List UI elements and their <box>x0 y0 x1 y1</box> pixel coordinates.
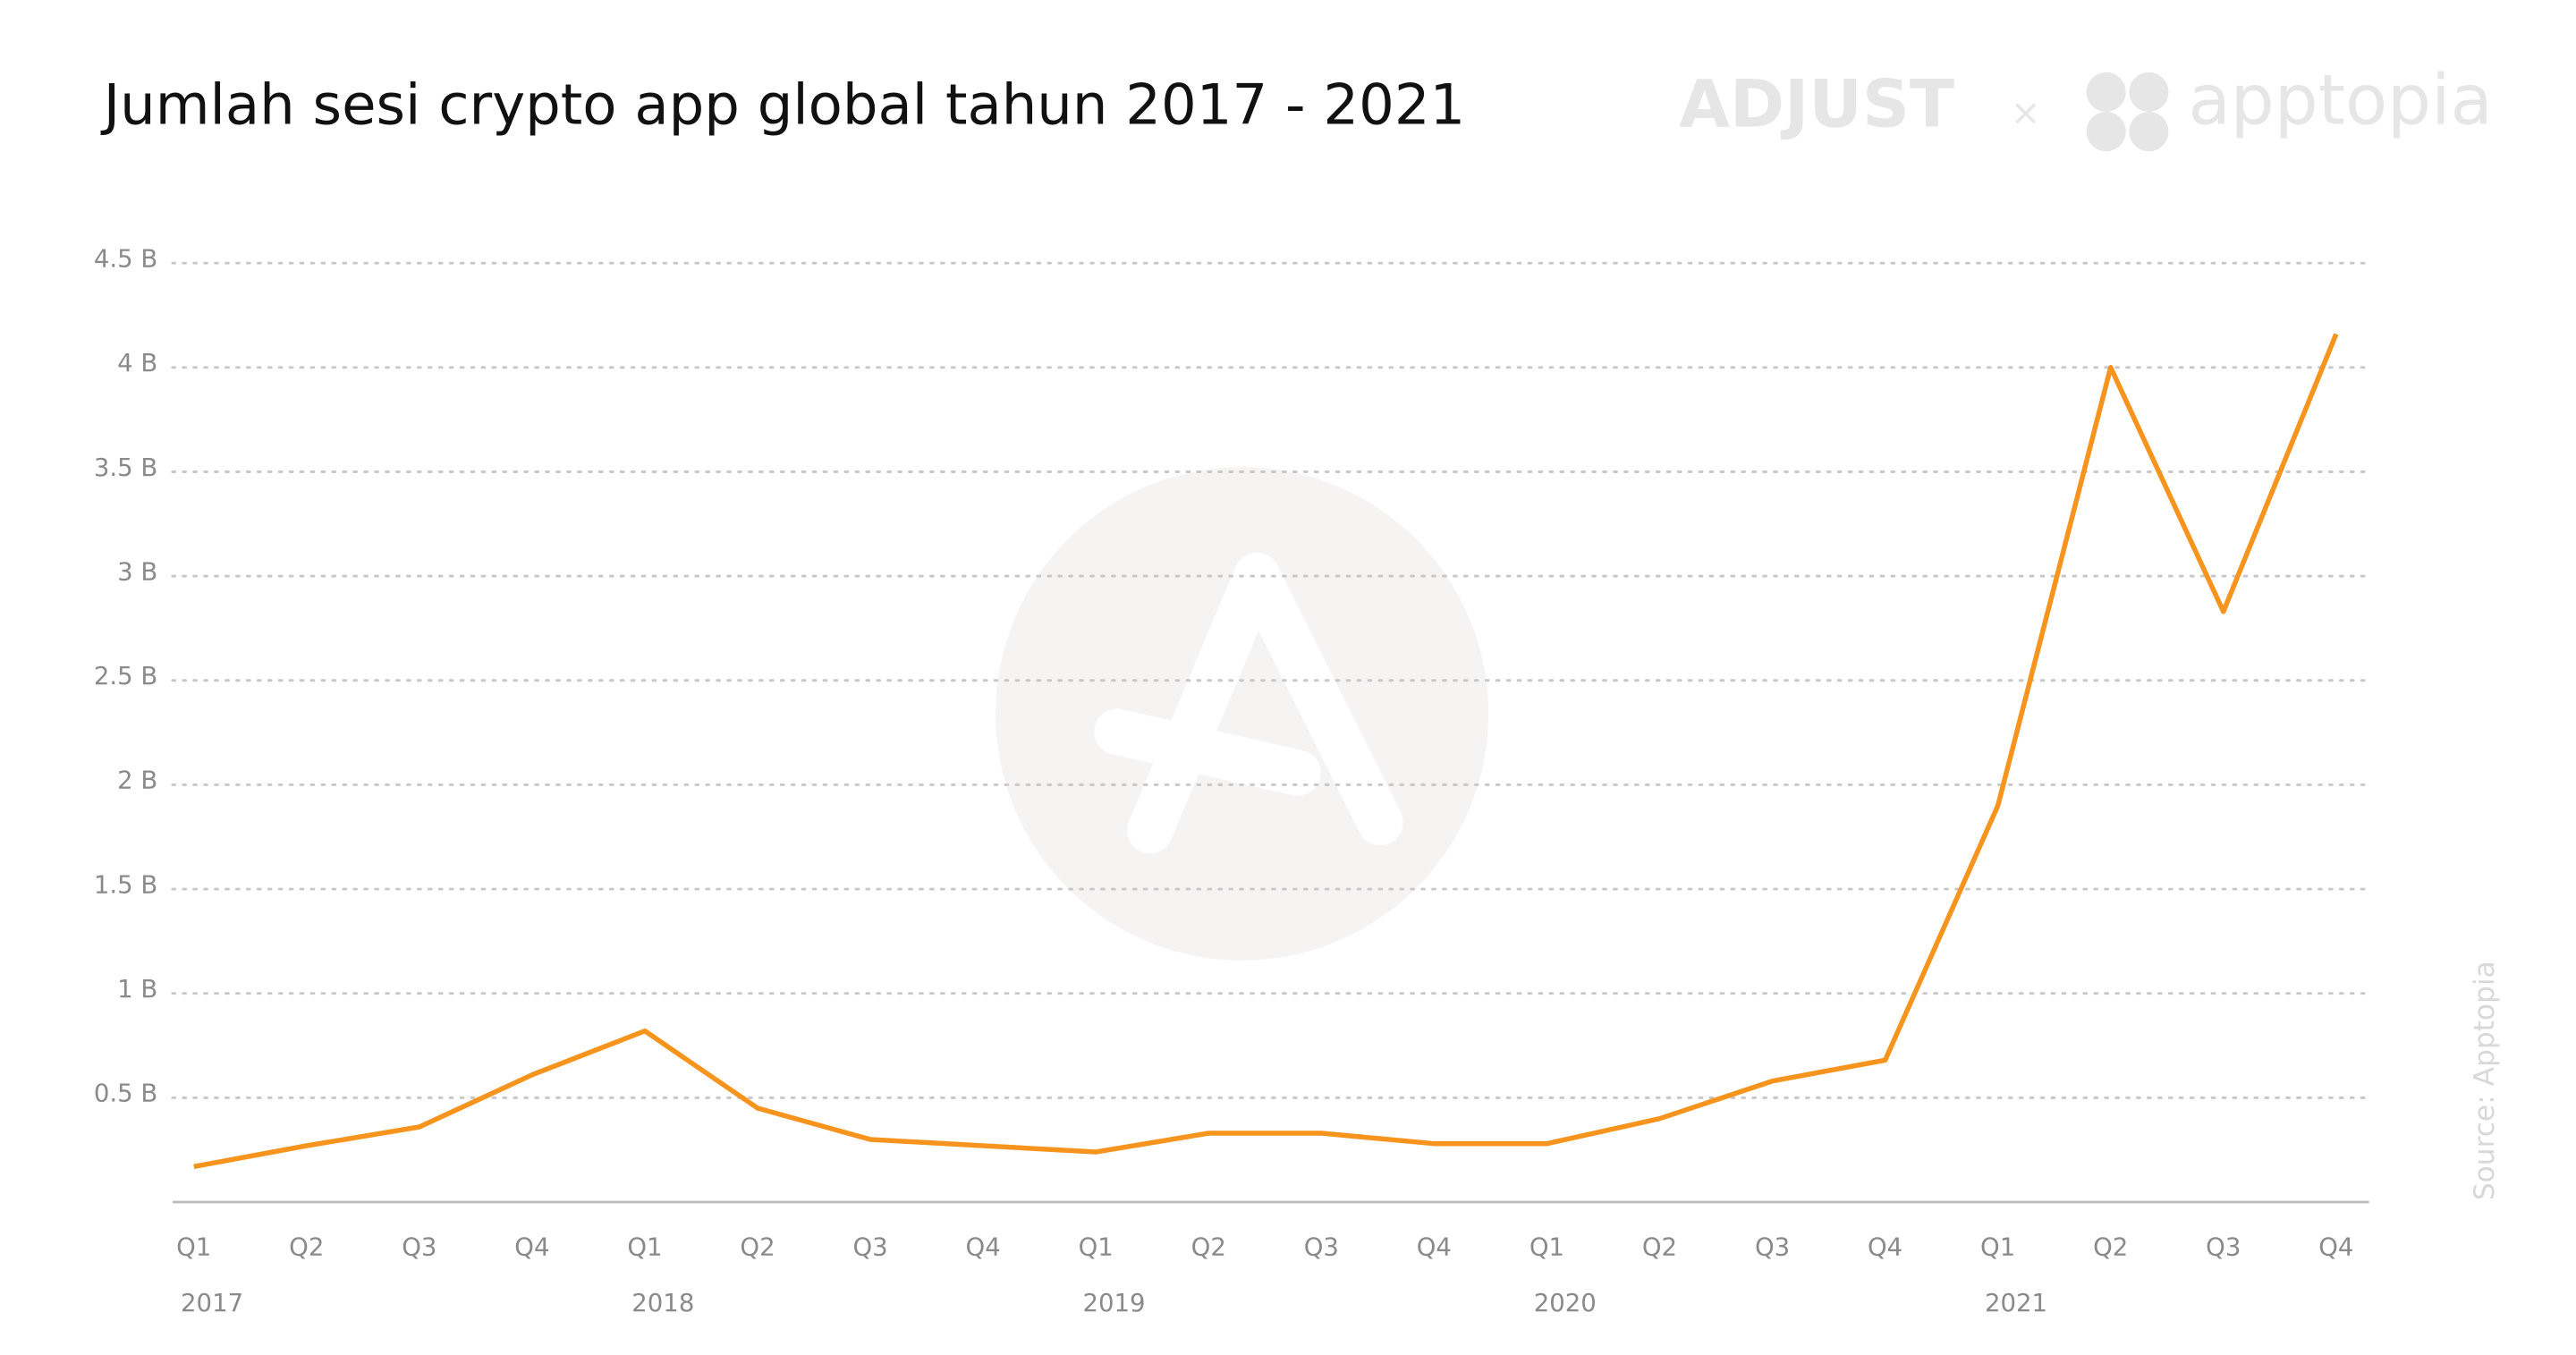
x-tick-label: Q2 <box>740 1232 775 1261</box>
y-tick-label: 0.5 B <box>94 1080 157 1108</box>
y-tick-label: 2.5 B <box>94 662 157 690</box>
year-label: 2020 <box>1534 1289 1597 1317</box>
brand-logo: ADJUST <box>1679 66 1954 142</box>
y-tick-label: 1.5 B <box>94 870 157 899</box>
x-tick-label: Q2 <box>1191 1232 1226 1261</box>
x-tick-label: Q3 <box>402 1232 436 1261</box>
data-line <box>193 333 2339 1170</box>
x-tick-label: Q1 <box>1980 1232 2015 1261</box>
watermark-logo <box>1094 552 1403 854</box>
year-label: 2019 <box>1083 1289 1146 1317</box>
x-tick-label: Q1 <box>627 1232 662 1261</box>
x-tick-label: Q3 <box>1755 1232 1790 1261</box>
y-tick-label: 4 B <box>117 349 157 377</box>
x-tick-label: Q1 <box>176 1232 211 1261</box>
y-tick-label: 1 B <box>117 975 157 1004</box>
x-tick-label: Q2 <box>1642 1232 1677 1261</box>
x-tick-label: Q3 <box>2206 1232 2241 1261</box>
x-tick-label: Q4 <box>514 1232 549 1261</box>
x-tick-label: Q3 <box>852 1232 887 1261</box>
y-tick-label: 2 B <box>117 766 157 795</box>
brand-icon <box>2086 72 2169 152</box>
year-label: 2017 <box>181 1289 243 1317</box>
x-tick-label: Q4 <box>1868 1232 1902 1261</box>
year-label: 2018 <box>631 1289 694 1317</box>
brand-separator: × <box>2011 91 2041 134</box>
x-tick-label: Q4 <box>1417 1232 1452 1261</box>
x-tick-label: Q3 <box>1304 1232 1339 1261</box>
x-tick-label: Q4 <box>966 1232 1001 1261</box>
brand-logo: apptopia <box>2189 61 2493 141</box>
year-label: 2021 <box>1985 1289 2047 1317</box>
x-tick-label: Q1 <box>1079 1232 1114 1261</box>
x-tick-label: Q4 <box>2318 1232 2353 1261</box>
x-tick-label: Q1 <box>1530 1232 1564 1261</box>
y-tick-label: 3.5 B <box>94 453 157 482</box>
source-note: Source: Apptopia <box>2469 961 2501 1200</box>
x-tick-label: Q2 <box>289 1232 324 1261</box>
chart-title: Jumlah sesi crypto app global tahun 2017… <box>100 72 1466 137</box>
x-tick-label: Q2 <box>2093 1232 2128 1261</box>
watermark <box>996 467 1489 961</box>
y-tick-label: 4.5 B <box>94 244 157 273</box>
y-tick-label: 3 B <box>117 557 157 586</box>
